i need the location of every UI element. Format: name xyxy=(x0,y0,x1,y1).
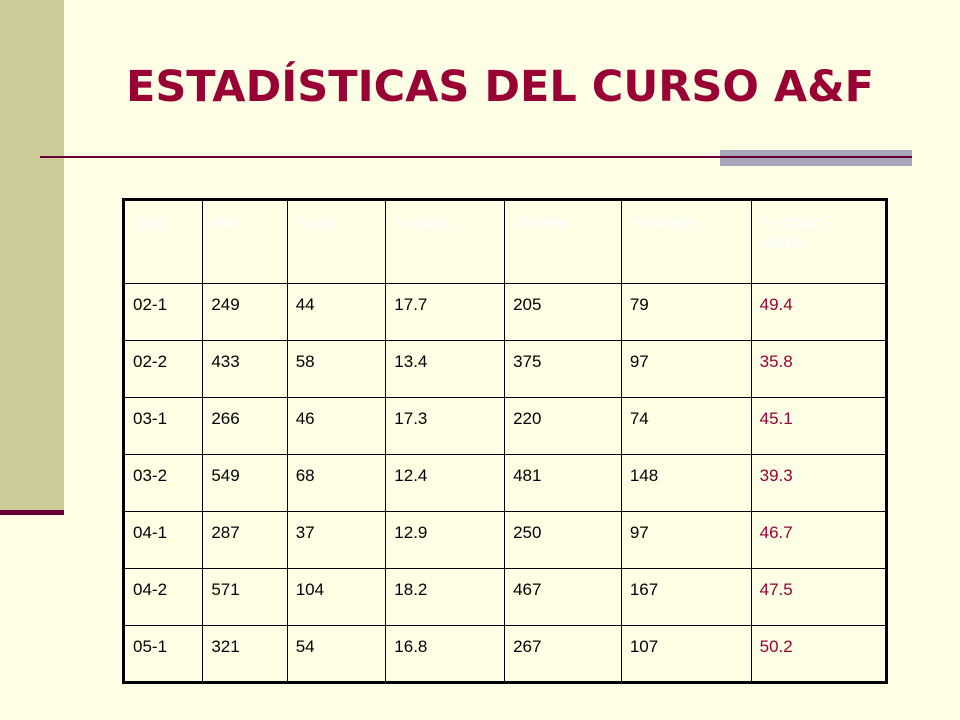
cell-pct-canc: 17.7 xyxy=(385,283,506,341)
cell-sem: 03-1 xyxy=(122,397,204,455)
cell-pct-canc-perd: 49.4 xyxy=(750,283,888,341)
cell-inic: 571 xyxy=(202,568,288,626)
table-row: 02-2 433 58 13.4 375 97 35.8 xyxy=(122,340,888,398)
cell-pierden: 97 xyxy=(620,340,752,398)
cell-sem: 04-2 xyxy=(122,568,204,626)
cell-pierden: 107 xyxy=(620,625,752,683)
cell-pierden: 79 xyxy=(620,283,752,341)
cell-pct-canc-perd: 35.8 xyxy=(750,340,888,398)
cell-pierden: 148 xyxy=(620,454,752,512)
left-accent-bar xyxy=(0,0,64,512)
cell-pct-canc-perd: 50.2 xyxy=(750,625,888,683)
cell-inic: 249 xyxy=(202,283,288,341)
column-header-inic: INIC. xyxy=(202,199,288,284)
cell-pct-canc: 12.9 xyxy=(385,511,506,569)
cell-pct-canc: 16.8 xyxy=(385,625,506,683)
cell-sem: 03-2 xyxy=(122,454,204,512)
table-row: 03-1 266 46 17.3 220 74 45.1 xyxy=(122,397,888,455)
course-statistics-table: SEM INIC. CANC. % CANC. TERMIN PIERDEN %… xyxy=(122,198,888,684)
column-header-pierden: PIERDEN xyxy=(620,199,752,284)
column-header-termin: TERMIN xyxy=(504,199,622,284)
cell-inic: 321 xyxy=(202,625,288,683)
cell-termin: 481 xyxy=(504,454,622,512)
cell-inic: 266 xyxy=(202,397,288,455)
cell-inic: 287 xyxy=(202,511,288,569)
cell-termin: 220 xyxy=(504,397,622,455)
cell-pct-canc: 18.2 xyxy=(385,568,506,626)
cell-pct-canc-perd: 46.7 xyxy=(750,511,888,569)
column-header-sem: SEM xyxy=(122,199,204,284)
cell-sem: 02-2 xyxy=(122,340,204,398)
cell-pct-canc: 17.3 xyxy=(385,397,506,455)
cell-pct-canc: 13.4 xyxy=(385,340,506,398)
cell-termin: 267 xyxy=(504,625,622,683)
cell-canc: 37 xyxy=(286,511,387,569)
table-row: 04-1 287 37 12.9 250 97 46.7 xyxy=(122,511,888,569)
cell-canc: 54 xyxy=(286,625,387,683)
cell-pct-canc-perd: 39.3 xyxy=(750,454,888,512)
table-row: 05-1 321 54 16.8 267 107 50.2 xyxy=(122,625,888,683)
column-header-canc: CANC. xyxy=(286,199,387,284)
cell-inic: 549 xyxy=(202,454,288,512)
title-divider xyxy=(40,156,912,158)
cell-pierden: 74 xyxy=(620,397,752,455)
cell-pierden: 167 xyxy=(620,568,752,626)
cell-canc: 44 xyxy=(286,283,387,341)
table-row: 03-2 549 68 12.4 481 148 39.3 xyxy=(122,454,888,512)
title-divider-accent xyxy=(720,150,912,166)
cell-canc: 58 xyxy=(286,340,387,398)
left-accent-rule xyxy=(0,510,64,515)
cell-termin: 205 xyxy=(504,283,622,341)
cell-pct-canc-perd: 47.5 xyxy=(750,568,888,626)
cell-termin: 250 xyxy=(504,511,622,569)
column-header-pct-canc: % CANC. xyxy=(385,199,506,284)
cell-termin: 467 xyxy=(504,568,622,626)
cell-sem: 04-1 xyxy=(122,511,204,569)
cell-canc: 46 xyxy=(286,397,387,455)
cell-sem: 05-1 xyxy=(122,625,204,683)
table-row: 04-2 571 104 18.2 467 167 47.5 xyxy=(122,568,888,626)
cell-pct-canc: 12.4 xyxy=(385,454,506,512)
cell-pct-canc-perd: 45.1 xyxy=(750,397,888,455)
page-title: ESTADÍSTICAS DEL CURSO A&F xyxy=(125,62,875,112)
cell-pierden: 97 xyxy=(620,511,752,569)
table-header-row: SEM INIC. CANC. % CANC. TERMIN PIERDEN %… xyxy=(122,199,888,284)
cell-termin: 375 xyxy=(504,340,622,398)
cell-sem: 02-1 xyxy=(122,283,204,341)
table-row: 02-1 249 44 17.7 205 79 49.4 xyxy=(122,283,888,341)
column-header-pct-canc-perd: % (CANC + PÉRD) xyxy=(750,199,888,284)
cell-canc: 68 xyxy=(286,454,387,512)
cell-inic: 433 xyxy=(202,340,288,398)
cell-canc: 104 xyxy=(286,568,387,626)
